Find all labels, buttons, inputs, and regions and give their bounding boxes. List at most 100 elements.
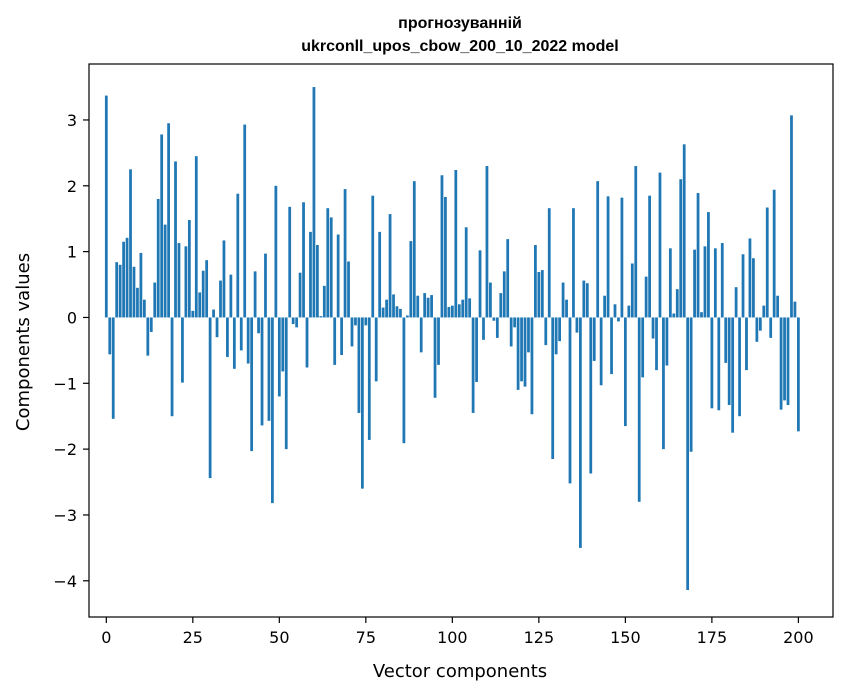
bar-185 [745,317,748,371]
x-axis-label: Vector components [373,661,547,682]
bar-61 [316,245,319,318]
bar-158 [651,317,655,339]
bar-58 [305,317,309,368]
bar-96 [437,317,440,365]
bar-123 [530,317,534,415]
bar-84 [395,306,399,318]
bar-83 [392,294,395,318]
bar-184 [741,254,745,318]
bar-161 [662,317,665,450]
bar-189 [758,317,762,331]
bar-89 [412,181,416,318]
bar-191 [765,207,769,318]
bar-33 [219,280,222,318]
bar-130 [554,317,558,355]
bar-32 [215,317,219,338]
bar-50 [277,317,281,397]
bar-146 [610,317,613,375]
bar-180 [727,317,731,406]
y-tick-label: −1 [53,374,77,393]
bar-199 [793,301,797,318]
bar-74 [360,317,364,489]
bar-187 [752,258,755,318]
bar-63 [322,285,326,318]
bar-88 [409,241,413,318]
bar-144 [603,295,606,318]
bar-190 [762,305,766,318]
bar-104 [464,227,468,318]
y-tick-label: 2 [67,177,77,196]
bar-128 [547,208,551,318]
bar-77 [371,195,375,318]
bar-157 [648,195,651,318]
bar-23 [184,246,188,318]
bar-86 [402,317,406,444]
bar-174 [707,212,710,318]
bar-38 [236,193,240,318]
bar-70 [347,261,350,318]
bar-115 [502,271,506,318]
bar-60 [312,87,316,318]
bar-95 [433,317,437,398]
bar-165 [675,289,679,318]
bar-149 [620,197,624,318]
bar-162 [665,317,669,366]
x-tick-label: 25 [183,628,203,647]
x-tick-label: 150 [610,628,641,647]
bar-169 [689,317,693,452]
bar-145 [606,196,610,318]
bar-54 [291,317,295,325]
bar-18 [167,123,170,318]
bar-133 [565,299,568,318]
bar-37 [232,317,236,369]
bar-55 [295,317,299,328]
bar-112 [492,317,496,321]
bar-171 [696,193,700,318]
bar-196 [783,317,786,401]
bar-25 [191,310,195,318]
bar-195 [779,317,783,410]
bar-85 [399,308,402,318]
bar-143 [599,317,603,386]
bar-41 [246,317,250,364]
bar-2 [111,317,115,419]
bar-182 [734,287,738,318]
bar-31 [212,309,215,318]
chart-subtitle: ukrconll_upos_cbow_200_10_2022 model [301,38,618,55]
y-axis-label: Components values [13,253,34,431]
bar-68 [340,317,343,355]
bar-73 [357,317,361,413]
chart-title: прогнозуванній [398,15,522,32]
bar-125 [537,272,541,318]
bar-164 [672,313,676,318]
bar-176 [713,248,717,318]
bar-80 [381,307,385,318]
bar-52 [284,317,288,450]
bar-175 [710,317,714,409]
bar-193 [772,189,776,318]
bar-91 [419,317,423,353]
bar-46 [264,253,267,318]
bar-93 [426,297,430,318]
bar-178 [720,243,724,318]
x-tick-label: 125 [524,628,555,647]
bar-124 [534,245,537,318]
bar-173 [703,246,707,318]
bar-148 [617,317,620,322]
bar-65 [329,217,333,318]
bar-197 [786,317,790,406]
bar-194 [776,295,780,318]
bar-13 [149,317,153,332]
bar-97 [440,175,444,318]
bar-4 [118,264,122,318]
bar-12 [146,317,150,356]
bar-3 [115,262,119,318]
y-axis-ticks: −4 −3 −2 −1 0 1 2 3 [53,111,89,591]
bar-76 [367,317,371,440]
bar-122 [527,317,530,353]
y-tick-label: 3 [67,111,77,130]
x-tick-label: 0 [101,628,111,647]
bar-79 [378,231,382,318]
bar-105 [468,298,472,318]
bar-81 [385,299,388,318]
